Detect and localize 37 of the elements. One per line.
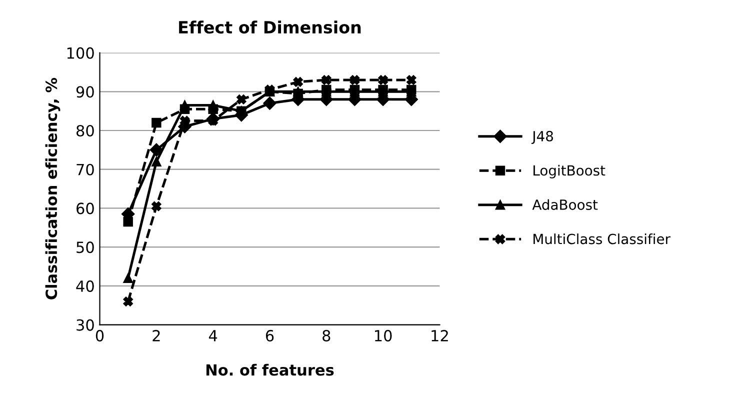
legend-label: MultiClass Classifier [534,233,670,244]
y-tick-label: 70 [76,164,94,176]
legend-label: J48 [531,130,553,144]
point [123,216,133,227]
point [123,273,133,284]
x-tick-label: 12 [432,330,448,342]
y-tick-label: 50 [76,242,94,254]
y-tick-label: 60 [76,202,94,214]
point [236,94,246,104]
x-tick-label: 6 [266,330,274,342]
y-tick-label: 80 [76,124,94,137]
x-axis-title: No. of features [206,364,334,376]
legend-label: AdaBoost [532,199,598,210]
point [152,156,162,166]
point [378,75,388,85]
point [406,75,416,85]
y-tick-label: 90 [76,86,94,98]
point [322,75,332,85]
point [180,100,190,110]
point [150,143,164,157]
legend-label: LogitBoost [534,164,606,178]
y-tick-label: 30 [76,319,94,331]
x-tick-label: 10 [375,330,392,342]
point [152,201,162,212]
point [293,77,303,87]
x-tick-label: 8 [322,330,330,342]
y-tick-label: 40 [76,280,94,292]
y-axis-title: Classification eficiency, % [45,78,60,300]
point [152,118,162,128]
point [123,296,133,306]
x-tick-label: 4 [208,330,218,342]
x-tick-label: 0 [96,330,104,342]
y-tick-label: 100 [67,47,94,59]
point [263,96,276,110]
point [350,75,360,85]
chart-title: Effect of Dimension [179,20,361,34]
x-tick-label: 2 [152,330,160,342]
